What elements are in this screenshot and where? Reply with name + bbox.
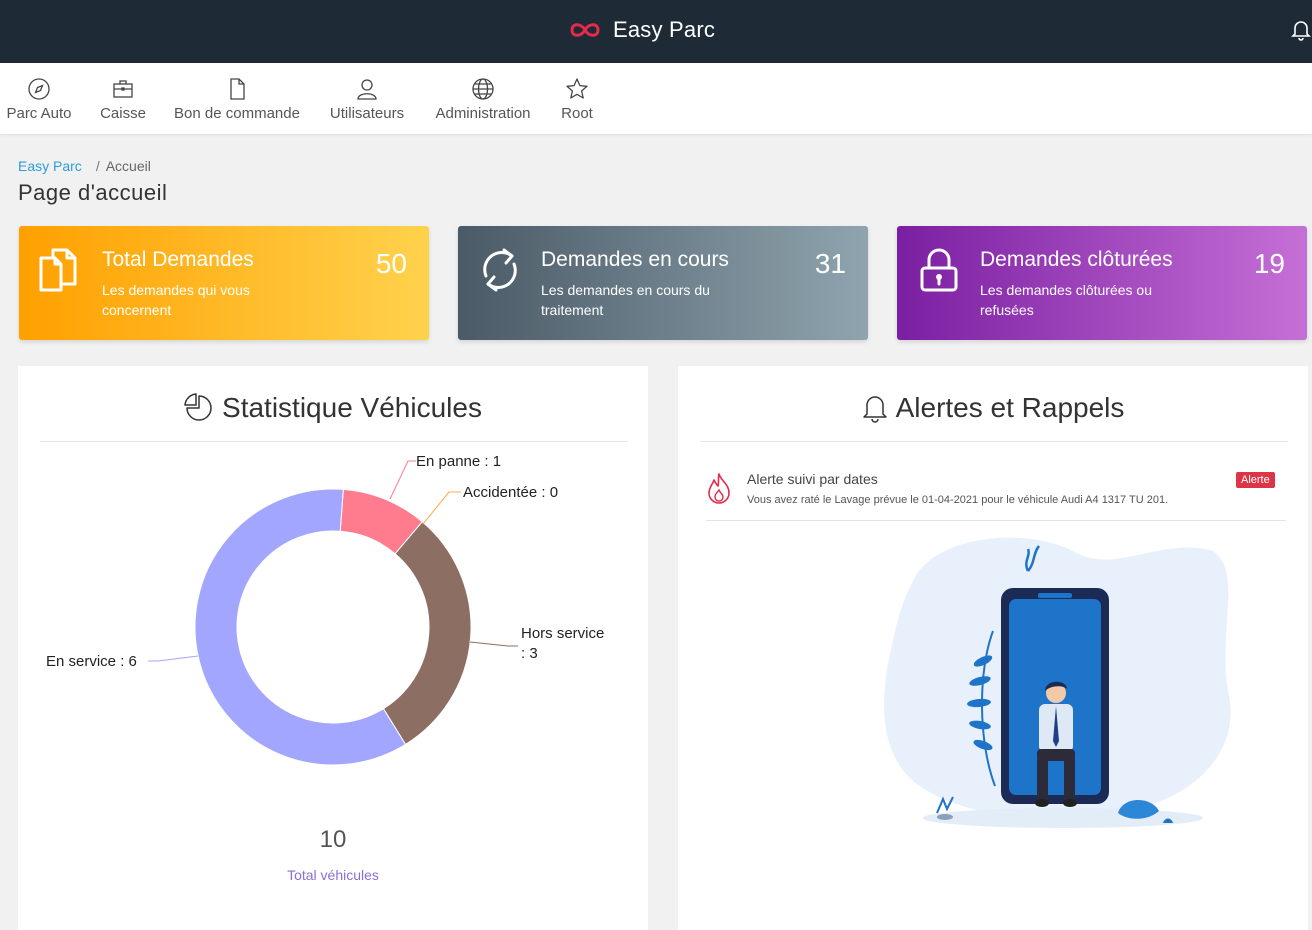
alert-badge: Alerte bbox=[1236, 472, 1275, 488]
nav-item-root[interactable]: Root bbox=[558, 77, 596, 122]
files-icon bbox=[39, 248, 77, 292]
card-subtitle: Les demandes qui vous concernent bbox=[102, 282, 250, 318]
nav-item-utilisateurs[interactable]: Utilisateurs bbox=[328, 77, 406, 122]
nav-item-bon-de-commande[interactable]: Bon de commande bbox=[173, 77, 301, 122]
nav-label: Parc Auto bbox=[6, 105, 72, 122]
globe-icon bbox=[472, 78, 494, 100]
leader-line-accidentee bbox=[422, 491, 461, 525]
divider bbox=[40, 441, 628, 442]
main-nav: Parc Auto Caisse Bon de commande Utilisa… bbox=[0, 63, 1312, 134]
star-icon bbox=[566, 78, 588, 99]
page-title: Page d'accueil bbox=[18, 180, 168, 205]
nav-label: Bon de commande bbox=[174, 105, 300, 122]
chart-label-en-panne: En panne : 1 bbox=[416, 453, 501, 470]
leader-line-hors-service bbox=[469, 641, 518, 647]
nav-item-administration[interactable]: Administration bbox=[432, 77, 534, 122]
chart-label-lines bbox=[148, 460, 518, 662]
top-bar: Easy Parc bbox=[0, 0, 1312, 63]
nav-label: Caisse bbox=[100, 105, 146, 122]
breadcrumb-home-link[interactable]: Easy Parc bbox=[18, 158, 82, 174]
card-title: Demandes en cours bbox=[541, 248, 729, 271]
leader-line-en-panne bbox=[389, 460, 416, 500]
chart-label-accidentee: Accidentée : 0 bbox=[463, 484, 558, 501]
breadcrumb-current: Accueil bbox=[105, 158, 151, 174]
panel-title: Statistique Véhicules bbox=[222, 392, 482, 423]
compass-icon bbox=[28, 78, 50, 100]
briefcase-icon bbox=[113, 80, 133, 98]
card-title: Demandes clôturées bbox=[980, 248, 1173, 271]
file-icon bbox=[230, 78, 245, 100]
breadcrumb: Easy Parc / Accueil bbox=[18, 158, 151, 174]
alerts-panel: Alertes et Rappels Alerte suivi par date… bbox=[678, 366, 1308, 930]
nav-item-caisse[interactable]: Caisse bbox=[99, 77, 147, 122]
chart-label-hors-service: Hors service bbox=[521, 625, 604, 642]
fire-icon bbox=[708, 473, 730, 504]
brand[interactable]: Easy Parc bbox=[567, 17, 715, 43]
person-phone-illustration bbox=[884, 537, 1231, 828]
card-value: 31 bbox=[814, 248, 846, 279]
nav-label: Utilisateurs bbox=[329, 105, 405, 122]
card-demandes-en-cours[interactable]: Demandes en cours Les demandes en cours … bbox=[458, 226, 868, 340]
card-subtitle: Les demandes en cours du traitement bbox=[541, 282, 710, 318]
alert-item[interactable]: Alerte suivi par dates Vous avez raté le… bbox=[706, 470, 1286, 520]
card-subtitle: Les demandes clôturées ou refusées bbox=[980, 282, 1152, 318]
pie-chart-icon bbox=[184, 393, 212, 421]
panel-header: Statistique Véhicules bbox=[18, 392, 648, 424]
nav-label: Root bbox=[561, 105, 593, 122]
card-value: 50 bbox=[375, 248, 407, 279]
card-value: 19 bbox=[1253, 248, 1285, 279]
infinity-logo-icon bbox=[570, 23, 600, 37]
vehicle-donut-chart: En panne : 1 Accidentée : 0 Hors service… bbox=[46, 453, 604, 766]
chart-label-hors-service-value: : 3 bbox=[521, 645, 538, 662]
chart-label-en-service: En service : 6 bbox=[46, 653, 137, 670]
total-vehicles-label: Total véhicules bbox=[287, 867, 379, 883]
total-vehicles-value: 10 bbox=[319, 826, 347, 853]
nav-item-parc-auto[interactable]: Parc Auto bbox=[5, 77, 73, 122]
app-title: Easy Parc bbox=[613, 17, 716, 42]
vehicle-stats-panel: Statistique Véhicules En panne : 1 Accid… bbox=[18, 366, 648, 930]
bell-icon bbox=[862, 396, 887, 423]
lock-icon bbox=[920, 248, 958, 292]
bell-icon[interactable] bbox=[1291, 19, 1311, 41]
refresh-icon bbox=[483, 248, 517, 292]
alert-text: Vous avez raté le Lavage prévue le 01-04… bbox=[747, 494, 1169, 506]
card-total-demandes[interactable]: Total Demandes Les demandes qui vous con… bbox=[19, 226, 429, 340]
user-icon bbox=[357, 79, 377, 100]
panel-title: Alertes et Rappels bbox=[895, 392, 1125, 423]
card-title: Total Demandes bbox=[102, 248, 254, 271]
panel-header: Alertes et Rappels bbox=[678, 392, 1308, 424]
divider bbox=[700, 441, 1288, 442]
card-demandes-cloturees[interactable]: Demandes clôturées Les demandes clôturée… bbox=[897, 226, 1307, 340]
leader-line-en-service bbox=[148, 655, 199, 662]
breadcrumb-separator: / bbox=[95, 158, 100, 174]
donut-slice-en-service[interactable] bbox=[194, 488, 407, 766]
divider bbox=[706, 520, 1286, 521]
donut-slice-hors-service[interactable] bbox=[382, 521, 472, 746]
nav-label: Administration bbox=[435, 105, 531, 122]
alert-title: Alerte suivi par dates bbox=[747, 471, 878, 487]
